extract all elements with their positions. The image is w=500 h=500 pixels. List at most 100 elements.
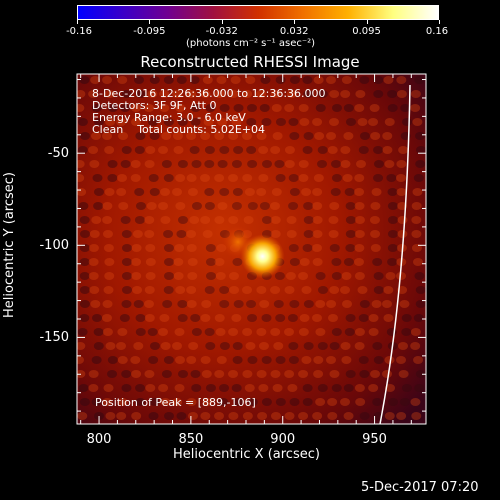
ripple-cell [219, 342, 230, 350]
ripple-cell [396, 272, 407, 280]
ripple-cell [343, 412, 354, 420]
ripple-cell [275, 398, 286, 406]
ripple-cell [370, 132, 381, 140]
ripple-cell [204, 328, 215, 336]
ripple-cell [326, 300, 337, 308]
ripple-cell [312, 244, 323, 252]
ripple-cell [88, 384, 99, 392]
ripple-cell [131, 244, 142, 252]
ripple-cell [88, 244, 99, 252]
ripple-cell [271, 104, 282, 112]
ripple-cell [261, 118, 272, 126]
ripple-cell [162, 300, 173, 308]
ripple-cell [202, 230, 213, 238]
ripple-cell [246, 300, 257, 308]
ripple-cell [90, 132, 101, 140]
ripple-cell [298, 104, 309, 112]
ripple-cell [246, 118, 257, 126]
ripple-cell [354, 384, 365, 392]
ripple-cell [149, 132, 160, 140]
peak-position: Position of Peak = [889,-106] [95, 396, 256, 409]
ripple-cell [273, 300, 284, 308]
ripple-cell [91, 216, 102, 224]
ripple-cell [144, 370, 155, 378]
ripple-cell [242, 370, 253, 378]
ripple-cell [275, 118, 286, 126]
ripple-cell [103, 244, 114, 252]
ripple-cell [102, 202, 113, 210]
ripple-cell [401, 328, 412, 336]
ripple-cell [270, 216, 281, 224]
ripple-cell [135, 328, 146, 336]
ripple-cell [145, 272, 156, 280]
ripple-cell [214, 314, 225, 322]
ripple-cell [368, 384, 379, 392]
ripple-cell [298, 412, 309, 420]
ripple-cell [354, 188, 365, 196]
ripple-cell [273, 342, 284, 350]
ripple-cell [228, 328, 239, 336]
ripple-cell [386, 174, 397, 182]
ripple-cell [79, 314, 90, 322]
ripple-cell [245, 76, 256, 84]
ripple-cell [228, 272, 239, 280]
ripple-cell [328, 216, 339, 224]
ripple-cell [135, 384, 146, 392]
ripple-cell [186, 244, 197, 252]
ripple-cell [231, 202, 242, 210]
ripple-cell [288, 342, 299, 350]
ripple-cell [205, 342, 216, 350]
ripple-cell [373, 146, 384, 154]
ripple-cell [217, 118, 228, 126]
ripple-cell [131, 412, 142, 420]
ripple-cell [284, 104, 295, 112]
ripple-cell [202, 76, 213, 84]
ripple-cell [102, 216, 113, 224]
ripple-cell [342, 300, 353, 308]
colorbar-tick-label: 0.095 [352, 26, 381, 37]
ripple-cell [415, 146, 426, 154]
ripple-cell [121, 90, 132, 98]
ripple-cell [186, 286, 197, 294]
ripple-cell [232, 342, 243, 350]
ripple-cell [312, 118, 323, 126]
ripple-cell [313, 356, 324, 364]
ripple-cell [215, 272, 226, 280]
ripple-cell [186, 300, 197, 308]
ripple-cell [105, 118, 116, 126]
ripple-cell [163, 230, 174, 238]
ripple-cell [173, 258, 184, 266]
ripple-cell [312, 258, 323, 266]
ripple-cell [201, 370, 212, 378]
ripple-cell [104, 258, 115, 266]
clean-ripple-pattern [77, 76, 426, 420]
ripple-cell [327, 146, 338, 154]
ripple-cell [383, 76, 394, 84]
ripple-cell [191, 160, 202, 168]
ripple-cell [284, 160, 295, 168]
ripple-cell [233, 398, 244, 406]
ripple-cell [354, 216, 365, 224]
ripple-cell [329, 202, 340, 210]
ripple-cell [219, 146, 230, 154]
ripple-cell [200, 216, 211, 224]
ripple-cell [246, 104, 257, 112]
y-axis-label: Heliocentric Y (arcsec) [2, 172, 17, 318]
ripple-cell [214, 174, 225, 182]
ripple-cell [256, 188, 267, 196]
ripple-cell [135, 314, 146, 322]
ripple-cell [354, 202, 365, 210]
ripple-cell [163, 412, 174, 420]
ripple-cell [174, 384, 185, 392]
x-tick-label: 850 [178, 432, 204, 447]
ripple-cell [288, 202, 299, 210]
ripple-cell [384, 412, 395, 420]
ripple-cell [186, 90, 197, 98]
ripple-cell [359, 132, 370, 140]
colorbar-tick [366, 20, 368, 24]
ripple-cell [410, 90, 421, 98]
ripple-cell [415, 160, 426, 168]
ripple-cell [358, 314, 369, 322]
ripple-cell [414, 76, 425, 84]
ripple-cell [205, 384, 216, 392]
